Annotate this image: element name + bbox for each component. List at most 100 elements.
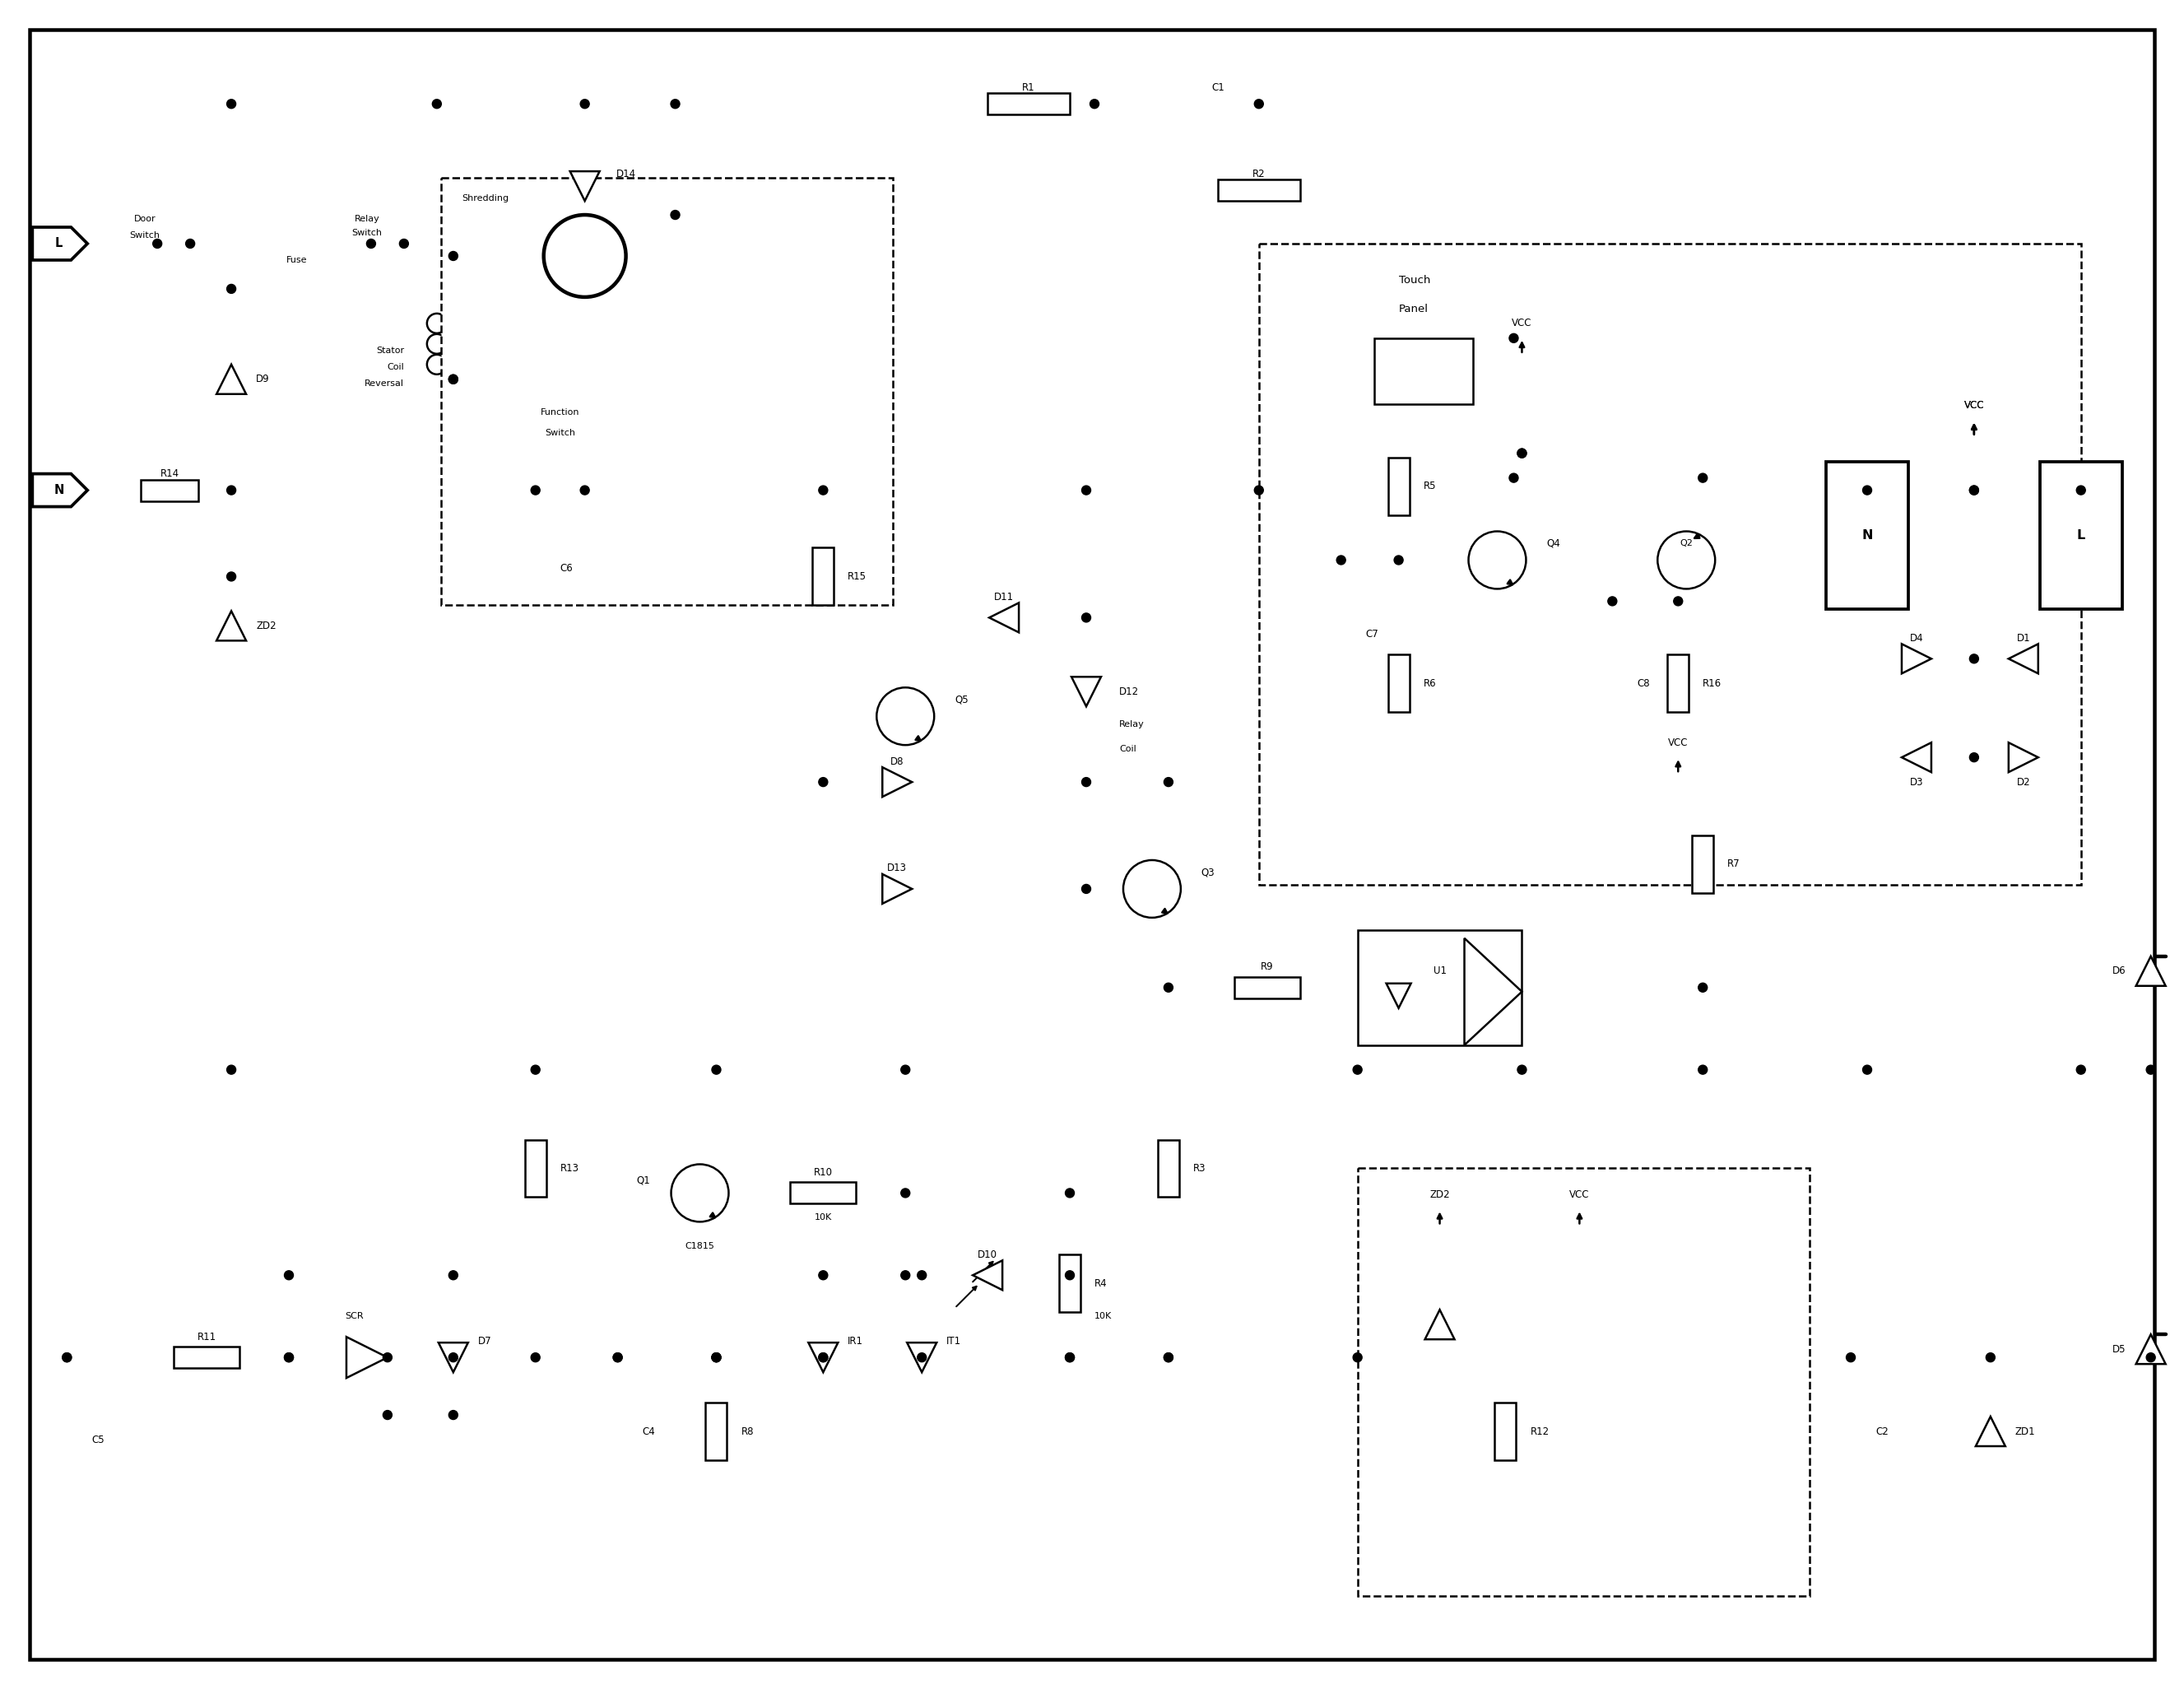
Text: VCC: VCC — [1963, 400, 1983, 410]
Text: 10K: 10K — [1094, 1312, 1112, 1321]
Bar — [1826, 461, 1909, 610]
Text: D10: D10 — [978, 1250, 998, 1260]
Polygon shape — [439, 1343, 467, 1371]
Circle shape — [1970, 486, 1979, 495]
Bar — [1693, 836, 1714, 893]
Text: Fuse: Fuse — [286, 257, 308, 263]
Circle shape — [1509, 334, 1518, 343]
Text: VCC: VCC — [1669, 736, 1688, 748]
Circle shape — [614, 1353, 622, 1361]
Circle shape — [876, 687, 935, 745]
Text: R10: R10 — [815, 1167, 832, 1177]
Text: SCR: SCR — [345, 1312, 365, 1321]
Circle shape — [1509, 473, 1518, 483]
Polygon shape — [33, 228, 87, 260]
Circle shape — [227, 573, 236, 581]
Text: Panel: Panel — [1398, 304, 1428, 314]
Text: D4: D4 — [1909, 633, 1924, 644]
Circle shape — [900, 1066, 911, 1074]
Text: Relay: Relay — [354, 215, 380, 223]
Circle shape — [1518, 449, 1527, 458]
Circle shape — [1970, 486, 1979, 495]
Circle shape — [1354, 1066, 1363, 1074]
Circle shape — [917, 1270, 926, 1280]
Circle shape — [1468, 532, 1527, 589]
Polygon shape — [882, 767, 913, 797]
Circle shape — [712, 1066, 721, 1074]
Circle shape — [819, 1353, 828, 1361]
Text: Q4: Q4 — [1546, 539, 1559, 549]
Circle shape — [712, 1353, 721, 1361]
Circle shape — [2077, 1066, 2086, 1074]
Circle shape — [63, 1353, 72, 1361]
Circle shape — [1607, 596, 1616, 606]
Text: Coil: Coil — [387, 363, 404, 372]
Polygon shape — [1072, 677, 1101, 706]
Polygon shape — [989, 603, 1020, 632]
Text: D8: D8 — [891, 757, 904, 767]
Polygon shape — [2136, 1334, 2167, 1365]
Text: R5: R5 — [1424, 481, 1437, 491]
Text: D13: D13 — [887, 863, 906, 873]
Text: Door: Door — [133, 215, 155, 223]
Text: Rotor: Rotor — [568, 223, 592, 231]
Circle shape — [448, 375, 459, 383]
Circle shape — [1164, 983, 1173, 991]
Circle shape — [1518, 1066, 1527, 1074]
Polygon shape — [972, 1260, 1002, 1290]
Circle shape — [1985, 1353, 1994, 1361]
Polygon shape — [1902, 743, 1931, 772]
Circle shape — [531, 1066, 539, 1074]
Circle shape — [531, 1353, 539, 1361]
Circle shape — [1066, 1353, 1075, 1361]
Text: IT1: IT1 — [946, 1336, 961, 1346]
Text: N: N — [1861, 529, 1872, 542]
Circle shape — [2147, 1066, 2156, 1074]
Text: R6: R6 — [1424, 677, 1437, 689]
Circle shape — [367, 240, 376, 248]
Text: R14: R14 — [159, 468, 179, 480]
Text: R7: R7 — [1728, 860, 1741, 870]
Text: D1: D1 — [2016, 633, 2031, 644]
Text: R16: R16 — [1704, 677, 1721, 689]
Text: Stator: Stator — [376, 346, 404, 355]
Polygon shape — [2136, 956, 2167, 986]
Circle shape — [1518, 449, 1527, 458]
Circle shape — [1254, 486, 1262, 495]
Bar — [1219, 179, 1299, 201]
Text: VCC: VCC — [1963, 400, 1983, 410]
Circle shape — [284, 1353, 293, 1361]
Bar — [1389, 458, 1409, 515]
Text: C7: C7 — [1365, 628, 1378, 640]
Text: R11: R11 — [197, 1331, 216, 1343]
Text: R8: R8 — [740, 1426, 753, 1437]
Text: C5: C5 — [92, 1434, 105, 1446]
Circle shape — [1863, 486, 1872, 495]
Text: D6: D6 — [2112, 966, 2127, 976]
Text: C2: C2 — [1876, 1426, 1889, 1437]
Circle shape — [227, 284, 236, 294]
Text: Function: Function — [542, 409, 579, 415]
Circle shape — [819, 1353, 828, 1361]
Text: Q2: Q2 — [1679, 539, 1693, 547]
Bar — [1389, 655, 1409, 713]
Text: D5: D5 — [2112, 1344, 2127, 1355]
Circle shape — [227, 100, 236, 108]
Text: Reversal: Reversal — [365, 380, 404, 387]
Circle shape — [917, 1353, 926, 1361]
Circle shape — [1164, 777, 1173, 787]
Bar — [1234, 976, 1299, 998]
Text: Coil: Coil — [1118, 745, 1136, 753]
Circle shape — [1081, 486, 1090, 495]
Text: Switch: Switch — [129, 231, 159, 240]
Circle shape — [1673, 596, 1682, 606]
Text: D3: D3 — [1909, 777, 1924, 787]
Text: IR1: IR1 — [847, 1336, 863, 1346]
Polygon shape — [216, 611, 247, 640]
Text: R4: R4 — [1094, 1279, 1107, 1289]
Text: Relay: Relay — [1118, 721, 1144, 728]
Polygon shape — [906, 1343, 937, 1371]
Bar — [1059, 1255, 1081, 1312]
Text: R2: R2 — [1251, 169, 1265, 179]
Text: Shredding: Shredding — [461, 194, 509, 203]
